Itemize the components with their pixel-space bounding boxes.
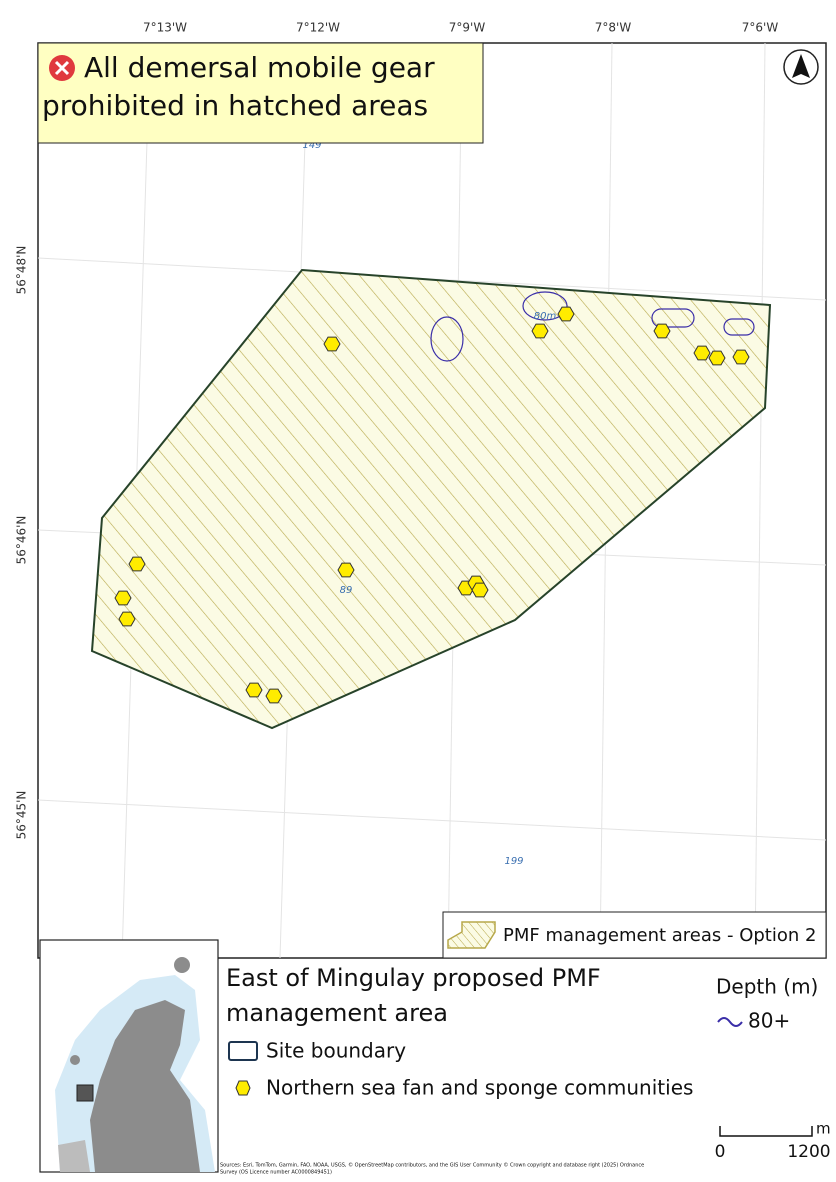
legend-label: PMF management areas - Option 2	[503, 925, 816, 946]
top-coordinates: 7°13'W 7°12'W 7°9'W 7°8'W 7°6'W	[143, 21, 778, 35]
feature-point	[128, 556, 146, 572]
feature-point	[471, 582, 489, 598]
feature-point	[114, 590, 132, 606]
depth-swatch	[717, 1017, 743, 1027]
scale-label: 0	[715, 1142, 726, 1162]
inset-map	[39, 939, 219, 1173]
longitude-label: 7°12'W	[296, 21, 340, 35]
feature-points	[114, 306, 750, 704]
longitude-label: 7°8'W	[595, 21, 632, 35]
legend-label: Northern sea fan and sponge communities	[266, 1076, 693, 1100]
latitude-label: 56°45'N	[15, 791, 29, 840]
left-coordinates: 56°48'N 56°46'N 56°45'N	[15, 246, 29, 840]
feature-point	[323, 336, 341, 352]
longitude-label: 7°6'W	[742, 21, 779, 35]
boundary-swatch	[228, 1041, 258, 1061]
depth-label: 89	[340, 585, 353, 596]
legend-label: Site boundary	[266, 1039, 406, 1063]
map-legend	[442, 911, 827, 959]
north-arrow-pointer	[792, 54, 810, 78]
depth-contours	[430, 291, 755, 362]
legend-label: 80+	[748, 1009, 790, 1033]
scale-bar	[719, 1126, 813, 1137]
map-frame: 80m 149 89 199 All demersal mobile gear …	[37, 42, 827, 959]
feature-point	[245, 682, 263, 698]
legend-panel: East of Mingulay proposed PMF management…	[220, 964, 831, 1176]
feature-point	[265, 688, 283, 704]
feature-point	[337, 562, 355, 578]
banner-text: All demersal mobile gear	[84, 51, 435, 84]
feature-point	[653, 323, 671, 339]
legend-swatch	[447, 921, 496, 949]
management-area	[90, 268, 772, 730]
feature-point	[557, 306, 575, 322]
feature-point	[531, 323, 549, 339]
credits: Sources: Esri, TomTom, Garmin, FAO, NOAA…	[220, 1162, 644, 1169]
scale-unit: m	[816, 1120, 831, 1138]
scale-label: 1200	[787, 1142, 830, 1162]
contour-label: 80m	[534, 311, 557, 322]
point-swatch	[235, 1080, 251, 1096]
feature-point	[118, 611, 136, 627]
map-title: management area	[226, 999, 448, 1027]
latitude-label: 56°46'N	[15, 516, 29, 565]
depth-label: 199	[504, 856, 523, 867]
feature-point	[693, 345, 711, 361]
depth-legend-title: Depth (m)	[716, 975, 818, 999]
feature-point	[708, 350, 726, 366]
latitude-label: 56°48'N	[15, 246, 29, 295]
depth-label: 149	[302, 140, 321, 151]
warning-banner	[37, 42, 484, 144]
longitude-label: 7°9'W	[449, 21, 486, 35]
map-title: East of Mingulay proposed PMF	[226, 964, 601, 992]
banner-text: prohibited in hatched areas	[42, 89, 428, 122]
credits: Survey (OS Licence number AC0000849451)	[220, 1170, 332, 1176]
longitude-label: 7°13'W	[143, 21, 187, 35]
feature-point	[732, 349, 750, 365]
warning-icon-cross	[54, 60, 70, 76]
